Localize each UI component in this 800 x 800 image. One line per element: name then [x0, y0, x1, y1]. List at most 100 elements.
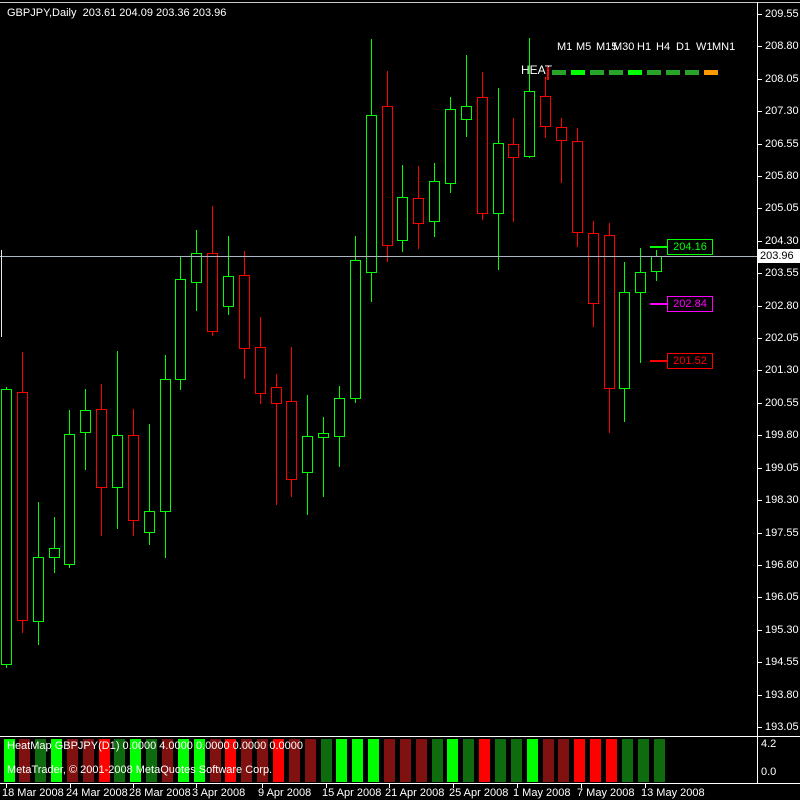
date-tick-label: 21 Apr 2008 — [385, 787, 445, 799]
candle-body — [477, 97, 488, 214]
level-leader-line[interactable] — [650, 360, 667, 362]
price-tick-mark — [757, 662, 762, 663]
candle-body — [271, 387, 282, 404]
heat-segment — [666, 70, 680, 75]
candle-body — [223, 276, 234, 307]
level-price-label[interactable]: 202.84 — [667, 296, 713, 312]
heat-segment — [647, 70, 661, 75]
price-tick-label: 205.05 — [765, 202, 799, 214]
copyright-text: MetaTrader, © 2001-2008 MetaQuotes Softw… — [7, 764, 273, 776]
left-edge-candle-artifact — [1, 250, 2, 337]
candle-wick — [640, 248, 641, 363]
price-tick-label: 196.05 — [765, 591, 799, 603]
candle-body — [239, 275, 250, 349]
candle-wick — [276, 374, 277, 505]
indicator-scale-min: 0.0 — [761, 766, 777, 778]
date-tick-mark — [133, 784, 134, 788]
candle-body — [112, 435, 123, 488]
date-tick-mark — [196, 784, 197, 788]
price-tick-mark — [757, 468, 762, 469]
candle-wick — [466, 55, 467, 137]
heatmap-bar — [527, 739, 538, 782]
price-tick-label: 202.05 — [765, 332, 799, 344]
heatmap-bar — [225, 739, 236, 782]
timeframe-m15[interactable]: M15 — [596, 41, 618, 53]
timeframe-m5[interactable]: M5 — [576, 41, 592, 53]
heat-segment — [571, 70, 585, 75]
heat-segment — [552, 70, 566, 75]
candle-body — [572, 141, 583, 233]
heatmap-bar — [289, 739, 300, 782]
candle-body — [302, 436, 313, 473]
heatmap-bar — [194, 739, 205, 782]
price-tick-label: 198.30 — [765, 494, 799, 506]
candle-body — [604, 235, 615, 389]
timeframe-h1[interactable]: H1 — [637, 41, 652, 53]
window-top-border — [0, 2, 800, 3]
price-tick-label: 197.55 — [765, 527, 799, 539]
heatmap-bar — [654, 739, 665, 782]
heatmap-bar — [257, 739, 268, 782]
date-tick-label: 25 Apr 2008 — [449, 787, 509, 799]
candle-body — [397, 197, 408, 241]
heat-segment — [590, 70, 604, 75]
indicator-title: HeatMap GBPJPY(D1) 0.0000 4.0000 0.0000 … — [7, 740, 303, 752]
timeframe-w1[interactable]: W1 — [696, 41, 713, 53]
level-leader-line[interactable] — [650, 246, 667, 248]
heat-segment — [628, 70, 642, 75]
level-price-label[interactable]: 204.16 — [667, 239, 713, 255]
heatmap-bar — [321, 739, 332, 782]
heatmap-bar — [35, 739, 46, 782]
price-tick-mark — [757, 111, 762, 112]
timeframe-d1[interactable]: D1 — [676, 41, 691, 53]
level-leader-line[interactable] — [650, 303, 667, 305]
price-axis-border — [757, 2, 758, 783]
price-tick-label: 203.55 — [765, 267, 799, 279]
candle-body — [33, 557, 44, 622]
price-tick-label: 201.30 — [765, 364, 799, 376]
heat-segment — [704, 70, 718, 75]
price-tick-mark — [757, 306, 762, 307]
timeframe-mn1[interactable]: MN1 — [712, 41, 736, 53]
candle-body — [588, 233, 599, 304]
date-tick-mark — [581, 784, 582, 788]
indicator-scale-max: 4.2 — [761, 738, 777, 750]
bid-price-line — [0, 256, 757, 257]
candle-body — [318, 433, 329, 438]
candle-body — [334, 398, 345, 437]
level-price-label[interactable]: 201.52 — [667, 353, 713, 369]
timeframe-m30[interactable]: M30 — [613, 41, 635, 53]
price-tick-mark — [757, 176, 762, 177]
price-tick-label: 194.55 — [765, 656, 799, 668]
candle-body — [64, 434, 75, 565]
candle-body — [445, 109, 456, 184]
date-tick-label: 24 Mar 2008 — [66, 787, 128, 799]
price-tick-mark — [757, 435, 762, 436]
heatmap-bar — [432, 739, 443, 782]
current-price-tag: 203.96 — [758, 249, 800, 263]
heatmap-bar — [590, 739, 601, 782]
price-tick-mark — [757, 727, 762, 728]
candle-body — [350, 260, 361, 399]
price-tick-mark — [757, 46, 762, 47]
heatmap-bar — [336, 739, 347, 782]
chart-title-ohlc: GBPJPY,Daily 203.61 204.09 203.36 203.96 — [7, 7, 227, 19]
timeframe-h4[interactable]: H4 — [656, 41, 671, 53]
heatmap-bar — [19, 739, 30, 782]
price-tick-label: 193.05 — [765, 721, 799, 733]
heatmap-bar — [606, 739, 617, 782]
price-tick-mark — [757, 597, 762, 598]
date-tick-label: 3 Apr 2008 — [192, 787, 246, 799]
heatmap-bar — [99, 739, 110, 782]
price-tick-mark — [757, 403, 762, 404]
price-tick-mark — [757, 144, 762, 145]
heatmap-bar — [638, 739, 649, 782]
candle-body — [651, 256, 662, 272]
chart-plot-area[interactable] — [0, 0, 757, 736]
timeframe-m1[interactable]: M1 — [557, 41, 573, 53]
heatmap-bar — [479, 739, 490, 782]
candle-wick — [149, 424, 150, 545]
date-tick-label: 13 May 2008 — [641, 787, 705, 799]
candle-body — [619, 292, 630, 389]
